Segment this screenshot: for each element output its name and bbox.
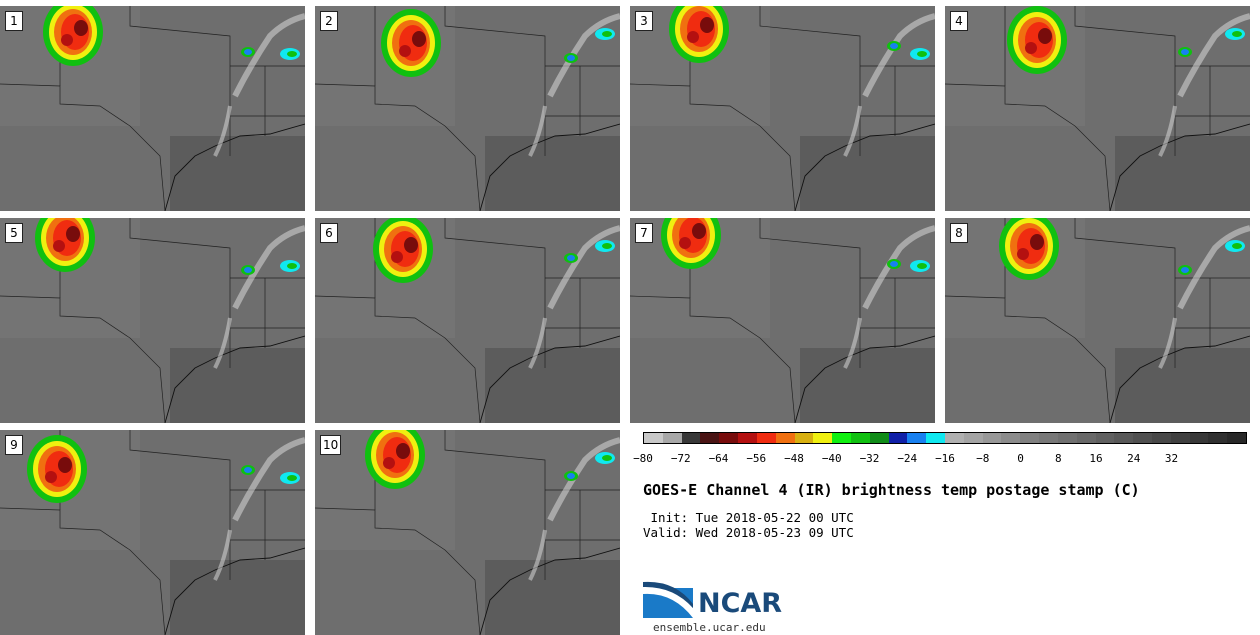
colorbar-segment xyxy=(1057,433,1077,443)
colorbar-tick-label: 32 xyxy=(1164,452,1179,465)
member-number-label: 7 xyxy=(635,223,653,243)
colorbar-segment xyxy=(888,433,908,443)
colorbar-segment xyxy=(945,433,964,443)
colorbar-segment xyxy=(794,433,814,443)
colorbar-segment xyxy=(644,433,663,443)
colorbar-segment xyxy=(719,433,739,443)
colorbar-segment xyxy=(1170,433,1190,443)
colorbar-segment xyxy=(963,433,983,443)
colorbar-tick-label: −80 xyxy=(633,452,653,465)
satellite-map-image xyxy=(315,430,620,635)
colorbar-tick-label: −72 xyxy=(670,452,691,465)
colorbar-segment xyxy=(1076,433,1096,443)
colorbar-tick-label: −48 xyxy=(784,452,804,465)
colorbar-tick-label: −64 xyxy=(708,452,729,465)
colorbar-tick-label: −40 xyxy=(821,452,842,465)
member-number-label: 4 xyxy=(950,11,968,31)
colorbar-segment xyxy=(907,433,927,443)
chart-title: GOES-E Channel 4 (IR) brightness temp po… xyxy=(643,481,1140,499)
member-number-label: 3 xyxy=(635,11,653,31)
colorbar-segment xyxy=(1189,433,1209,443)
stamp-panel-4: 4 xyxy=(945,6,1250,211)
colorbar-segment xyxy=(1227,433,1246,443)
colorbar-segment xyxy=(1020,433,1040,443)
satellite-map-image xyxy=(630,218,935,423)
colorbar-segment xyxy=(738,433,757,443)
member-number-label: 10 xyxy=(320,435,342,455)
stamp-panel-1: 1 xyxy=(0,6,305,211)
colorbar-segment xyxy=(869,433,889,443)
stamp-panel-10: 10 xyxy=(315,430,620,635)
colorbar-segment xyxy=(926,433,945,443)
colorbar-tick-label: −8 xyxy=(976,452,990,465)
init-time: Init: Tue 2018-05-22 00 UTC xyxy=(643,510,854,525)
colorbar-segment xyxy=(662,433,682,443)
colorbar-segment xyxy=(1208,433,1228,443)
colorbar-segment xyxy=(1001,433,1021,443)
valid-time: Valid: Wed 2018-05-23 09 UTC xyxy=(643,525,854,540)
colorbar-segment xyxy=(1133,433,1152,443)
stamp-panel-9: 9 xyxy=(0,430,305,635)
colorbar-tick-label: −32 xyxy=(859,452,880,465)
satellite-map-image xyxy=(0,430,305,635)
colorbar-segment xyxy=(1151,433,1171,443)
member-number-label: 5 xyxy=(5,223,23,243)
member-number-label: 8 xyxy=(950,223,968,243)
colorbar-tick-label: −16 xyxy=(935,452,955,465)
satellite-map-image xyxy=(315,6,620,211)
colorbar-segment xyxy=(982,433,1002,443)
stamp-panel-8: 8 xyxy=(945,218,1250,423)
ncar-logo-icon xyxy=(643,581,693,618)
colorbar-tick-label: −24 xyxy=(897,452,918,465)
satellite-map-image xyxy=(630,6,935,211)
stamp-panel-6: 6 xyxy=(315,218,620,423)
satellite-map-image xyxy=(945,218,1250,423)
colorbar-segment xyxy=(1114,433,1134,443)
colorbar-tick-label: 16 xyxy=(1089,452,1103,465)
colorbar-tick-label: 24 xyxy=(1127,452,1141,465)
colorbar-segment xyxy=(832,433,851,443)
stamp-panel-2: 2 xyxy=(315,6,620,211)
colorbar-tick-label: 8 xyxy=(1054,452,1062,465)
stamp-panel-3: 3 xyxy=(630,6,935,211)
colorbar-segment xyxy=(1039,433,1058,443)
member-number-label: 6 xyxy=(320,223,338,243)
satellite-map-image xyxy=(315,218,620,423)
colorbar-tick-label: 0 xyxy=(1017,452,1024,465)
colorbar-segment xyxy=(1095,433,1115,443)
colorbar-tick-label: −56 xyxy=(746,452,767,465)
website-url[interactable]: ensemble.ucar.edu xyxy=(653,621,766,634)
colorbar-segment xyxy=(756,433,776,443)
satellite-map-image xyxy=(0,6,305,211)
logo-text: NCAR xyxy=(698,588,783,619)
satellite-map-image xyxy=(945,6,1250,211)
satellite-map-image xyxy=(0,218,305,423)
colorbar-segment xyxy=(681,433,701,443)
colorbar-segment xyxy=(775,433,795,443)
stamp-panel-5: 5 xyxy=(0,218,305,423)
stamp-panel-7: 7 xyxy=(630,218,935,423)
colorbar-segment xyxy=(700,433,720,443)
member-number-label: 9 xyxy=(5,435,23,455)
member-number-label: 2 xyxy=(320,11,338,31)
member-number-label: 1 xyxy=(5,11,23,31)
colorbar-segment xyxy=(850,433,870,443)
colorbar-segment xyxy=(813,433,833,443)
colorbar xyxy=(643,432,1247,444)
